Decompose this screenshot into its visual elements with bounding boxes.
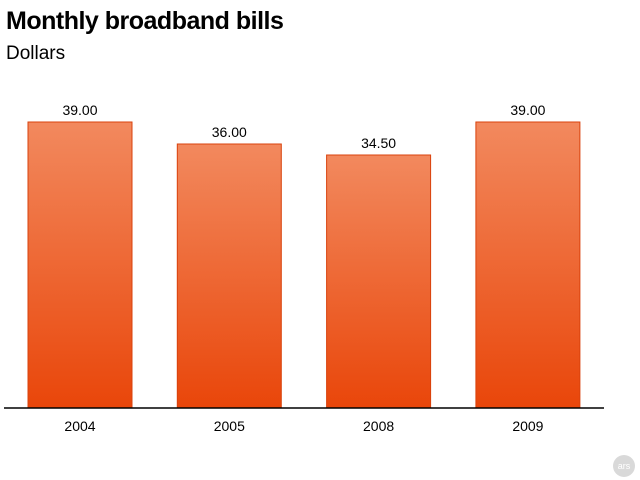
bar-2004 xyxy=(27,121,133,409)
bars-group: 39.00 2004 36.00 2005 34.50 2008 39.00 2009 xyxy=(27,102,581,434)
ars-logo: ars xyxy=(613,455,635,477)
x-tick-label-2005: 2005 xyxy=(214,418,245,434)
x-tick-label-2008: 2008 xyxy=(363,418,394,434)
bar-2009 xyxy=(475,121,581,409)
value-label-2005: 36.00 xyxy=(212,124,247,140)
value-label-2008: 34.50 xyxy=(361,135,396,151)
chart-title: Monthly broadband bills xyxy=(6,7,284,35)
chart-subtitle: Dollars xyxy=(6,43,66,64)
bar-2008 xyxy=(326,154,432,409)
x-tick-label-2004: 2004 xyxy=(64,418,95,434)
value-label-2004: 39.00 xyxy=(62,102,97,118)
bar-2005 xyxy=(176,143,282,409)
value-label-2009: 39.00 xyxy=(510,102,545,118)
x-tick-label-2009: 2009 xyxy=(512,418,543,434)
